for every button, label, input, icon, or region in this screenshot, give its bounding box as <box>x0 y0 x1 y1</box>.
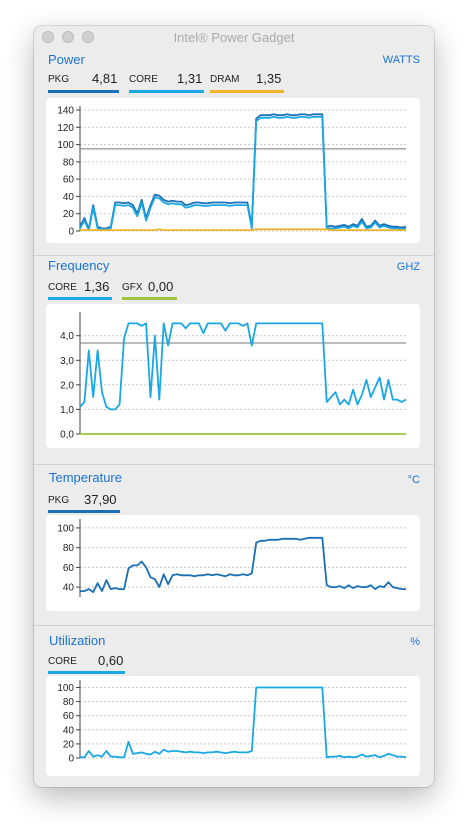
tick-label: 80 <box>63 543 75 554</box>
tick-label: 80 <box>63 157 75 168</box>
metric-label: PKG <box>48 495 70 506</box>
tick-label: 20 <box>63 209 75 220</box>
metric-label: CORE <box>48 282 77 293</box>
temperature-section: Temperature °C PKG 37,90 40 60 80 100 <box>34 465 434 625</box>
tick-label: 0 <box>68 754 74 765</box>
metric-value: 1,35 <box>256 71 282 86</box>
tick-label: 100 <box>57 523 74 534</box>
section-title: Power <box>48 52 85 67</box>
power-chart: 0 20 40 60 80 100 120 140 <box>57 106 407 238</box>
tick-label: 60 <box>63 711 75 722</box>
metric-color-bar <box>122 297 177 300</box>
metric-value: 4,81 <box>92 71 118 86</box>
tick-label: 140 <box>57 106 74 117</box>
tick-label: 40 <box>63 583 75 594</box>
utilization-chart-card: 0 20 40 60 80 100 <box>46 676 420 776</box>
frequency-section: Frequency GHZ CORE 1,36 GFX 0,00 0,0 1,0 2… <box>34 256 434 464</box>
power-chart-card: 0 20 40 60 80 100 120 140 <box>46 98 420 243</box>
power-section: Power WATTS PKG 4,81 CORE 1,31 DRAM 1,35… <box>34 48 434 255</box>
tick-label: 100 <box>57 683 74 694</box>
frequency-chart-card: 0,0 1,0 2,0 3,0 4,0 <box>46 304 420 448</box>
zoom-button[interactable] <box>82 31 94 43</box>
metric-color-bar <box>48 90 119 93</box>
tick-label: 4,0 <box>60 331 74 342</box>
section-unit: WATTS <box>382 54 420 66</box>
series-line-pkg <box>79 113 407 231</box>
title-bar: Intel® Power Gadget <box>34 26 434 48</box>
metric-label: CORE <box>48 656 77 667</box>
series-line-dram <box>80 228 406 232</box>
tick-label: 60 <box>63 563 75 574</box>
tick-label: 100 <box>57 140 74 151</box>
section-divider <box>34 464 434 465</box>
metric-color-bar <box>48 510 120 513</box>
tick-label: 60 <box>63 175 75 186</box>
metric-color-bar <box>210 90 284 93</box>
utilization-section: Utilization % CORE 0,60 0 20 40 60 80 100 <box>34 626 434 787</box>
section-divider <box>34 625 434 626</box>
tick-label: 120 <box>57 123 74 134</box>
metric-color-bar <box>48 671 125 674</box>
temperature-chart: 40 60 80 100 <box>57 519 406 597</box>
tick-label: 20 <box>63 739 75 750</box>
tick-label: 2,0 <box>60 380 74 391</box>
metric-value: 1,31 <box>177 71 203 86</box>
metric-label: CORE <box>129 74 158 85</box>
metric-label: PKG <box>48 74 70 85</box>
minimize-button[interactable] <box>62 31 74 43</box>
tick-label: 40 <box>63 725 75 736</box>
section-title: Frequency <box>48 258 110 273</box>
metric-color-bar <box>48 297 112 300</box>
series-line-core <box>80 686 407 759</box>
section-unit: GHZ <box>396 261 420 273</box>
series-line-core <box>79 322 407 411</box>
metric-color-bar <box>129 90 204 93</box>
section-unit: % <box>410 636 420 648</box>
tick-label: 3,0 <box>60 356 74 367</box>
metric-value: 37,90 <box>84 492 117 507</box>
section-unit: °C <box>407 474 420 486</box>
frequency-chart: 0,0 1,0 2,0 3,0 4,0 <box>60 312 407 441</box>
utilization-chart: 0 20 40 60 80 100 <box>57 680 407 765</box>
power-gadget-window: Intel® Power Gadget Power WATTS PKG 4,81… <box>34 26 434 787</box>
close-button[interactable] <box>42 31 54 43</box>
tick-label: 40 <box>63 192 75 203</box>
tick-label: 0,0 <box>60 430 74 441</box>
metric-value: 0,60 <box>98 653 124 668</box>
temperature-chart-card: 40 60 80 100 <box>46 515 420 611</box>
section-title: Utilization <box>49 633 106 648</box>
metric-label: GFX <box>122 282 143 293</box>
metric-value: 0,00 <box>148 279 174 294</box>
series-line-core <box>79 115 407 232</box>
metric-label: DRAM <box>210 74 240 85</box>
tick-label: 0 <box>68 227 74 238</box>
series-line-pkg <box>80 536 406 593</box>
section-divider <box>34 255 434 256</box>
tick-label: 80 <box>63 697 75 708</box>
metric-value: 1,36 <box>84 279 110 294</box>
section-title: Temperature <box>49 470 122 485</box>
window-title: Intel® Power Gadget <box>173 30 295 45</box>
tick-label: 1,0 <box>60 405 74 416</box>
